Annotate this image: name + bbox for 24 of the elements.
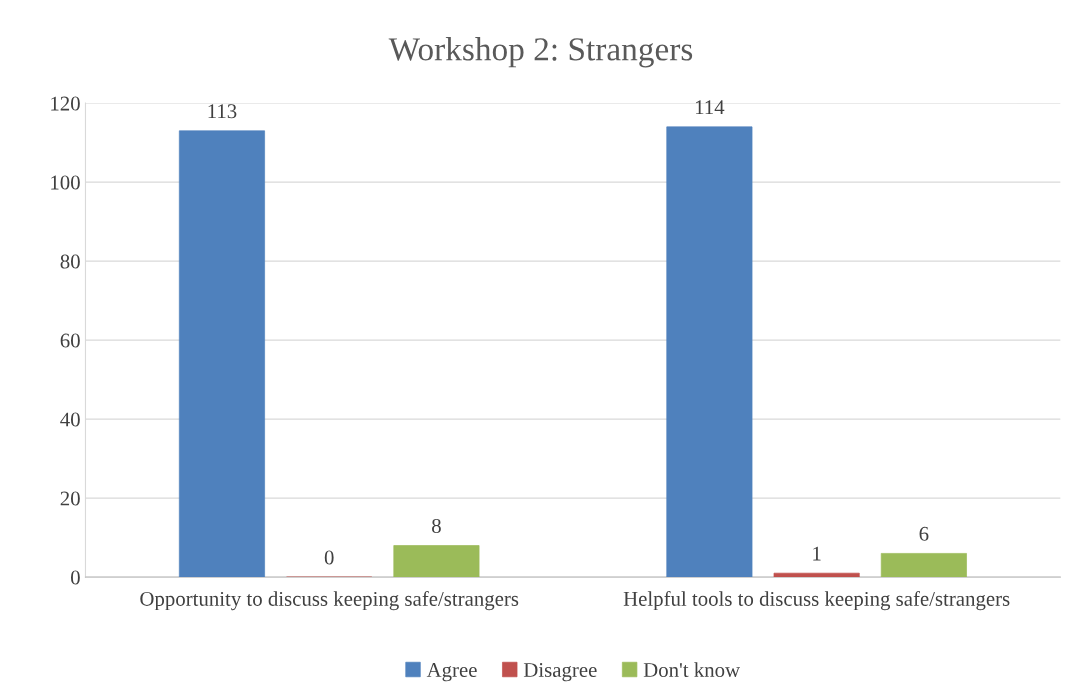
legend-label: Disagree [523, 663, 597, 682]
data-label: 8 [432, 518, 441, 533]
bar [666, 126, 753, 578]
y-tick-label: 40 [60, 412, 80, 427]
legend-label: Don't know [643, 662, 741, 678]
y-tick-label: 60 [60, 333, 80, 348]
bar [773, 572, 860, 578]
data-label: 114 [696, 100, 725, 115]
data-label: 113 [208, 104, 237, 119]
y-tick-label: 0 [70, 570, 80, 585]
y-tick-label: 80 [60, 254, 80, 269]
y-tick-label: 100 [51, 175, 80, 190]
bar [393, 545, 480, 578]
y-tick-label: 120 [51, 96, 80, 111]
legend-label: Agree [426, 663, 477, 682]
chart-title: Workshop 2: Strangers [388, 37, 693, 68]
data-label: 1 [813, 546, 821, 561]
bar [178, 130, 265, 578]
data-label: 6 [919, 526, 929, 541]
data-label: 0 [324, 550, 334, 565]
bar [880, 553, 967, 578]
x-tick-label: Helpful tools to discuss keeping safe/strangers [623, 591, 1010, 611]
y-tick-label: 20 [60, 491, 80, 506]
x-tick-label: Opportunity to discuss keeping safe/strangers [140, 591, 519, 611]
